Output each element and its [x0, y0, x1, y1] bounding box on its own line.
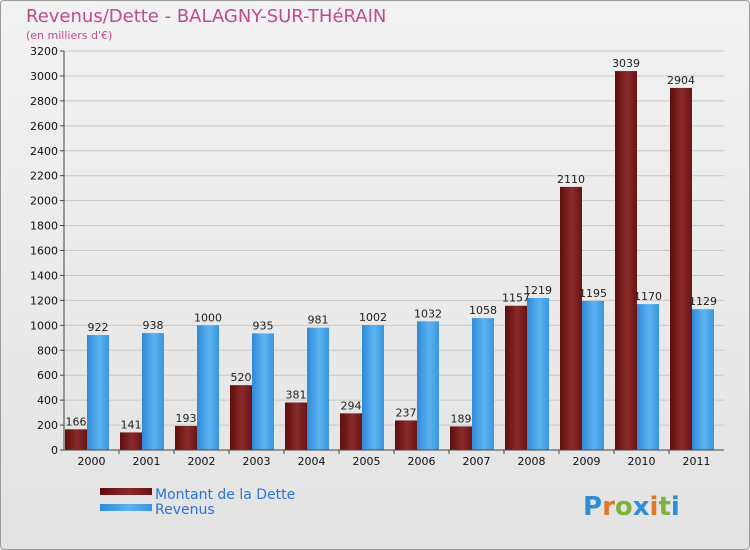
data-label-debt: 141: [121, 418, 142, 431]
data-label-revenus: 1032: [414, 307, 442, 320]
data-label-revenus: 1219: [524, 284, 552, 297]
bar-debt: [395, 420, 417, 450]
y-tick-label: 400: [37, 394, 58, 407]
y-tick-label: 2200: [30, 170, 58, 183]
y-tick-label: 2800: [30, 95, 58, 108]
data-label-debt: 1157: [502, 292, 530, 305]
x-axis-ticks: 2000 2001 2002 2003 2004 2005 2006 2007 2008 2009…: [78, 450, 711, 468]
bar-debt: [65, 429, 87, 450]
bar-debt: [285, 402, 307, 450]
bar-revenus: [252, 333, 274, 450]
data-label-debt: 294: [341, 399, 362, 412]
data-label-revenus: 1129: [689, 295, 717, 308]
y-tick-label: 1400: [30, 269, 58, 282]
bar-debt: [560, 186, 582, 451]
bar-revenus: [527, 298, 549, 450]
y-tick-label: 3000: [30, 70, 58, 83]
y-axis-ticks: 0 200 400 600 800 1000 1200 1400 1600 1800 2000 220…: [30, 45, 64, 457]
bar-revenus: [197, 325, 219, 450]
bars-group: [65, 71, 714, 451]
data-label-debt: 193: [176, 412, 197, 425]
data-labels: 166 922 141 938 193 1000 520 935 381 981 294 1002 23…: [66, 57, 718, 431]
y-tick-label: 2400: [30, 145, 58, 158]
bar-revenus: [692, 309, 714, 450]
y-tick-label: 2600: [30, 120, 58, 133]
data-label-debt: 189: [451, 412, 472, 425]
x-tick-label: 2004: [298, 455, 326, 468]
x-tick-label: 2009: [573, 455, 601, 468]
x-tick-label: 2008: [518, 455, 546, 468]
bar-debt: [120, 432, 142, 450]
bar-debt: [230, 385, 252, 450]
bar-debt: [450, 426, 472, 450]
bar-revenus: [637, 304, 659, 450]
y-tick-label: 200: [37, 419, 58, 432]
legend-swatch-revenus: [100, 504, 152, 511]
bar-revenus: [307, 327, 329, 450]
bar-debt: [505, 305, 527, 450]
x-tick-label: 2010: [628, 455, 656, 468]
data-label-debt: 3039: [612, 57, 640, 70]
data-label-revenus: 1170: [634, 290, 662, 303]
x-tick-label: 2001: [133, 455, 161, 468]
bar-debt: [615, 71, 637, 451]
chart-title: Revenus/Dette - BALAGNY-SUR-THéRAIN: [26, 6, 386, 27]
bar-debt: [670, 87, 692, 450]
y-tick-label: 0: [51, 444, 58, 457]
legend: Montant de la Dette Revenus: [100, 487, 295, 518]
y-tick-label: 1800: [30, 220, 58, 233]
y-tick-label: 3200: [30, 45, 58, 58]
legend-label-revenus: Revenus: [155, 502, 215, 518]
bar-revenus: [142, 333, 164, 450]
data-label-revenus: 1195: [579, 287, 607, 300]
y-tick-label: 2000: [30, 195, 58, 208]
data-label-debt: 2110: [557, 173, 585, 186]
bar-revenus: [582, 300, 604, 450]
data-label-revenus: 981: [308, 314, 329, 327]
data-label-debt: 2904: [667, 74, 695, 87]
data-label-debt: 237: [396, 406, 417, 419]
y-tick-label: 1200: [30, 294, 58, 307]
grid-lines: [64, 50, 724, 426]
x-tick-label: 2003: [243, 455, 271, 468]
y-tick-label: 1000: [30, 319, 58, 332]
x-tick-label: 2005: [353, 455, 381, 468]
legend-swatch-debt: [100, 488, 152, 495]
bar-debt: [340, 413, 362, 450]
y-tick-label: 1600: [30, 245, 58, 258]
data-label-revenus: 922: [88, 321, 109, 334]
data-label-revenus: 1058: [469, 304, 497, 317]
x-tick-label: 2006: [408, 455, 436, 468]
data-label-revenus: 935: [253, 319, 274, 332]
bar-revenus: [472, 318, 494, 450]
x-tick-label: 2011: [683, 455, 711, 468]
y-tick-label: 600: [37, 369, 58, 382]
legend-label-debt: Montant de la Dette: [155, 487, 295, 503]
data-label-debt: 520: [231, 371, 252, 384]
logo-wordmark: Proxiti: [583, 492, 680, 522]
chart-subtitle: (en milliers d'€): [26, 29, 112, 42]
bar-revenus: [417, 321, 439, 450]
data-label-revenus: 938: [143, 319, 164, 332]
x-tick-label: 2002: [188, 455, 216, 468]
data-label-revenus: 1002: [359, 311, 387, 324]
proxiti-logo: Proxiti: [583, 492, 680, 522]
x-tick-label: 2000: [78, 455, 106, 468]
data-label-revenus: 1000: [194, 311, 222, 324]
bar-debt: [175, 425, 197, 450]
bar-revenus: [362, 325, 384, 450]
data-label-debt: 381: [286, 388, 307, 401]
data-label-debt: 166: [66, 415, 87, 428]
y-tick-label: 800: [37, 344, 58, 357]
x-tick-label: 2007: [463, 455, 491, 468]
bar-revenus: [87, 335, 109, 450]
